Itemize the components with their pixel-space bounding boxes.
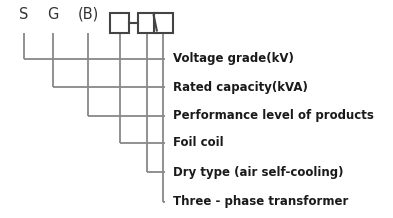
Bar	[138, 13, 157, 33]
Text: Dry type (air self-cooling): Dry type (air self-cooling)	[173, 166, 343, 179]
Bar	[110, 13, 129, 33]
Text: Performance level of products: Performance level of products	[173, 109, 374, 122]
Text: G: G	[48, 7, 59, 22]
Text: Three - phase transformer: Three - phase transformer	[173, 195, 348, 208]
Text: Voltage grade(kV): Voltage grade(kV)	[173, 52, 294, 65]
Text: Foil coil: Foil coil	[173, 136, 224, 149]
Text: Rated capacity(kVA): Rated capacity(kVA)	[173, 81, 308, 94]
Bar	[154, 13, 173, 33]
Text: (B): (B)	[78, 7, 99, 22]
Text: S: S	[19, 7, 28, 22]
